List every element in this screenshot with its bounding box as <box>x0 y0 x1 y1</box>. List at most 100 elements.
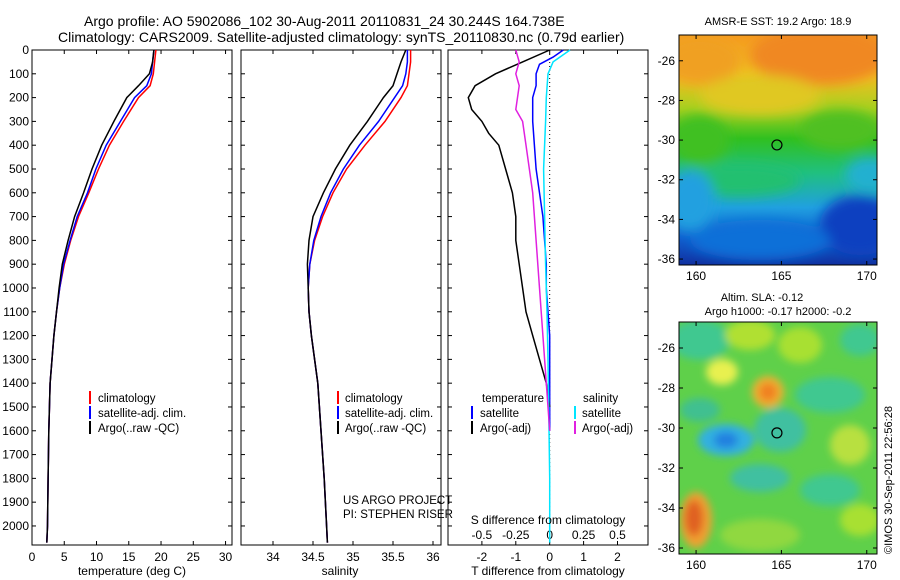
map-x-tick-label: 160 <box>686 269 706 283</box>
salinity-plot: 34 34.5 35 35.5 36 <box>241 49 441 564</box>
map-y-tick-label: -36 <box>658 252 676 266</box>
x-tick-label: 0 <box>546 550 553 564</box>
x-tick-label: 2 <box>614 550 621 564</box>
header-line1: Argo profile: AO 5902086_102 30-Aug-2011… <box>84 13 565 29</box>
y-tick-label: 1200 <box>2 329 29 343</box>
x-tick-label: 15 <box>122 550 136 564</box>
temperature-plot: 0100200300400500600700800900100011001200… <box>2 43 232 564</box>
y-tick-label: 1900 <box>2 495 29 509</box>
sla-map-frame <box>678 321 878 555</box>
series-line-argo <box>467 49 551 408</box>
y-tick-label: 300 <box>9 114 29 128</box>
y-tick-label: 900 <box>9 257 29 271</box>
map-y-tick-label: -32 <box>658 461 676 475</box>
legend-salinity-title: salinity <box>583 393 618 405</box>
map-y-tick-label: -26 <box>658 341 676 355</box>
salinity-xlabel: salinity <box>322 564 359 578</box>
y-tick-label: 1100 <box>3 305 29 319</box>
x-tick-label: 35 <box>346 550 360 564</box>
legend-satellite-label: satellite-adj. clim. <box>98 408 186 420</box>
sla-map-axes: 160 165 170 -26 -28 -30 -32 -34 -36 <box>658 322 877 572</box>
sla-heatmap <box>679 322 877 554</box>
argo-location-marker <box>771 427 783 439</box>
y-tick-label: 500 <box>9 162 29 176</box>
series-line-argo <box>306 49 407 543</box>
series-line-satellite <box>531 49 564 431</box>
x2-tick-label: -0.25 <box>502 528 530 542</box>
temperature-xlabel: temperature (deg C) <box>78 564 186 578</box>
x-tick-label: 0 <box>29 550 36 564</box>
argo-location-marker <box>771 139 783 151</box>
y-tick-label: 600 <box>9 186 29 200</box>
legend-t-satellite-label: satellite <box>480 408 519 420</box>
y-tick-label: 1400 <box>2 376 29 390</box>
header-line2: Climatology: CARS2009. Satellite-adjuste… <box>58 29 624 45</box>
difference-panel <box>447 49 649 546</box>
project-annotation-1: US ARGO PROJECT <box>343 495 452 507</box>
x2-tick-label: 0.5 <box>609 528 626 542</box>
salinity-legend: climatology satellite-adj. clim. Argo(..… <box>337 391 433 435</box>
y-tick-label: 700 <box>9 210 29 224</box>
x2-tick-label: -0.5 <box>472 528 493 542</box>
temperature-legend: climatology satellite-adj. clim. Argo(..… <box>89 391 186 435</box>
map-x-tick-label: 170 <box>857 269 877 283</box>
legend-satellite-label: satellite-adj. clim. <box>345 408 433 420</box>
map-x-tick-label: 170 <box>857 558 877 572</box>
map-y-tick-label: -32 <box>658 173 676 187</box>
sst-heatmap <box>679 35 877 265</box>
y-tick-label: 800 <box>9 233 29 247</box>
x-tick-label: 30 <box>219 550 233 564</box>
y-tick-label: 400 <box>9 138 29 152</box>
x-tick-label: 36 <box>426 550 440 564</box>
x-tick-label: 34.5 <box>301 550 325 564</box>
series-line-satellite <box>46 49 155 543</box>
x-tick-label: 10 <box>90 550 104 564</box>
difference-xlabel: T difference from climatology <box>471 564 625 578</box>
x-tick-label: 5 <box>61 550 68 564</box>
map-y-tick-label: -30 <box>658 133 676 147</box>
sla-map-title: Altim. SLA: -0.12 <box>721 292 804 304</box>
series-line-argo <box>46 49 155 543</box>
y-tick-label: 100 <box>9 67 29 81</box>
y-tick-label: 0 <box>22 43 29 57</box>
salinity-panel <box>240 49 442 546</box>
map-x-tick-label: 165 <box>771 558 791 572</box>
x-tick-label: 34 <box>266 550 280 564</box>
project-annotation-2: PI: STEPHEN RISER <box>343 509 453 521</box>
y-tick-label: 1800 <box>2 471 29 485</box>
y-tick-label: 2000 <box>2 519 29 533</box>
map-y-tick-label: -34 <box>658 212 676 226</box>
series-line-sal_satellite <box>542 49 571 543</box>
map-y-tick-label: -36 <box>658 541 676 555</box>
legend-temperature-title: temperature <box>482 393 544 405</box>
temperature-panel <box>31 49 233 546</box>
difference-xlabel2: S difference from climatology <box>471 513 626 527</box>
legend-t-argo-label: Argo(-adj) <box>480 423 531 435</box>
x-tick-label: 20 <box>154 550 168 564</box>
map-y-tick-label: -30 <box>658 421 676 435</box>
map-x-tick-label: 165 <box>771 269 791 283</box>
series-line-climatology <box>46 49 157 543</box>
legend-climatology-label: climatology <box>345 393 403 405</box>
y-tick-label: 1500 <box>2 400 29 414</box>
map-y-tick-label: -28 <box>658 93 676 107</box>
series-line-sal_argo <box>515 49 551 431</box>
map-y-tick-label: -28 <box>658 381 676 395</box>
sst-map-frame <box>678 34 878 266</box>
map-y-tick-label: -34 <box>658 501 676 515</box>
y-tick-label: 1000 <box>2 281 29 295</box>
x-tick-label: 35.5 <box>381 550 405 564</box>
x-tick-label: 1 <box>580 550 587 564</box>
y-tick-label: 1600 <box>2 424 29 438</box>
y-tick-label: 1300 <box>2 352 29 366</box>
x-tick-label: -2 <box>477 550 488 564</box>
x-tick-label: -1 <box>510 550 521 564</box>
x2-tick-label: 0.25 <box>572 528 596 542</box>
y-tick-label: 200 <box>9 91 29 105</box>
legend-s-satellite-label: satellite <box>582 408 621 420</box>
legend-argo-label: Argo(..raw -QC) <box>345 423 426 435</box>
sst-map-title: AMSR-E SST: 19.2 Argo: 18.9 <box>705 16 852 28</box>
legend-s-argo-label: Argo(-adj) <box>582 423 633 435</box>
legend-argo-label: Argo(..raw -QC) <box>98 423 179 435</box>
